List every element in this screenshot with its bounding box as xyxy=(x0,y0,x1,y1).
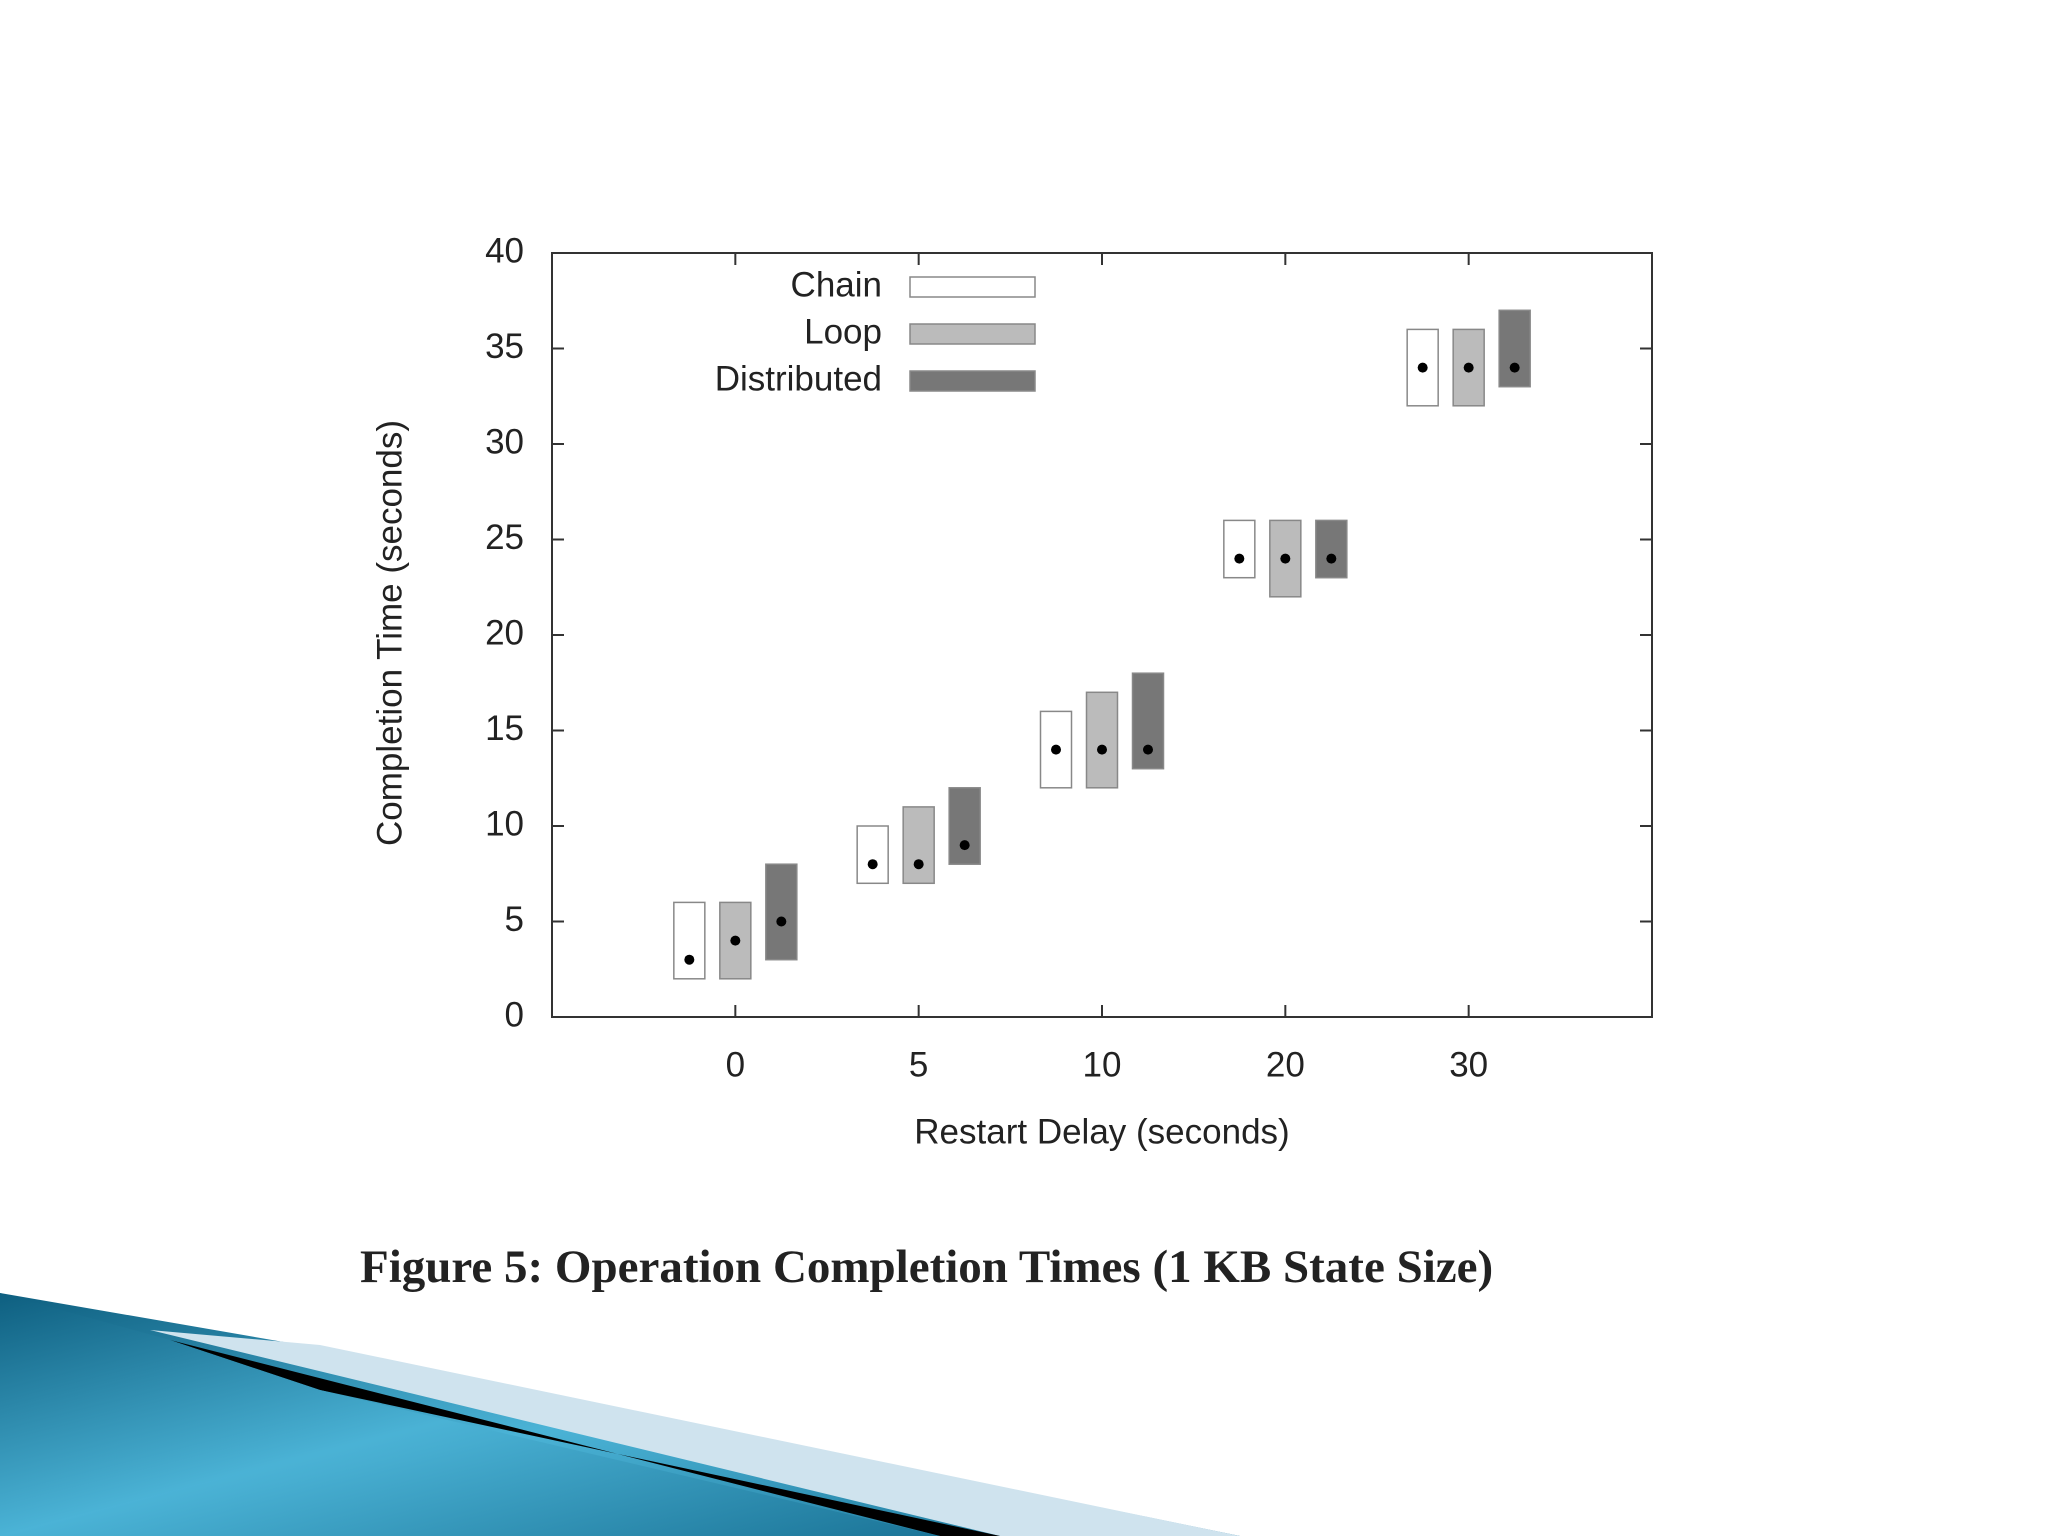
median-dot xyxy=(1234,553,1245,564)
figure-caption: Figure 5: Operation Completion Times (1 … xyxy=(360,1241,1494,1293)
legend-swatch xyxy=(909,323,1036,345)
y-tick-label: 5 xyxy=(505,900,524,939)
y-tick-label: 15 xyxy=(485,709,524,748)
median-dot xyxy=(730,935,741,946)
median-dot xyxy=(1051,744,1061,755)
x-axis-label: Restart Delay (seconds) xyxy=(914,1112,1289,1151)
range-box xyxy=(765,863,798,961)
median-dot xyxy=(913,859,924,870)
legend-label: Chain xyxy=(791,265,882,304)
median-dot xyxy=(776,916,787,927)
x-tick-label: 5 xyxy=(909,1045,928,1084)
y-tick-label: 40 xyxy=(485,231,524,270)
range-box xyxy=(1452,328,1485,407)
y-tick-label: 25 xyxy=(485,518,524,557)
median-dot xyxy=(1509,362,1520,373)
y-tick-label: 35 xyxy=(485,327,524,366)
median-dot xyxy=(684,954,695,965)
y-axis-label: Completion Time (seconds) xyxy=(370,420,409,846)
y-tick-label: 30 xyxy=(485,422,524,461)
median-dot xyxy=(1417,362,1428,373)
range-box xyxy=(1085,691,1119,789)
legend-label: Distributed xyxy=(715,359,882,398)
range-box xyxy=(1223,519,1256,579)
median-dot xyxy=(1143,744,1153,755)
range-box xyxy=(1315,519,1348,579)
median-dot xyxy=(1463,362,1474,373)
median-dot xyxy=(1326,553,1337,564)
range-box xyxy=(1131,672,1165,770)
legend-label: Loop xyxy=(804,312,882,351)
y-tick-label: 0 xyxy=(505,995,524,1034)
legend-swatch xyxy=(909,370,1036,392)
range-box xyxy=(1498,309,1531,388)
median-dot xyxy=(959,840,970,851)
range-box xyxy=(948,787,981,865)
decoration xyxy=(0,1293,1240,1536)
x-tick-label: 30 xyxy=(1449,1045,1488,1084)
range-box xyxy=(902,806,935,885)
y-tick-label: 10 xyxy=(485,804,524,843)
x-tick-label: 0 xyxy=(726,1045,745,1084)
range-box xyxy=(856,825,889,885)
legend-swatch xyxy=(909,276,1036,298)
y-tick-label: 20 xyxy=(485,613,524,652)
median-dot xyxy=(1280,553,1291,564)
x-tick-label: 20 xyxy=(1266,1045,1305,1084)
x-tick-label: 10 xyxy=(1083,1045,1122,1084)
median-dot xyxy=(867,859,878,870)
range-box xyxy=(673,901,706,980)
median-dot xyxy=(1097,744,1107,755)
